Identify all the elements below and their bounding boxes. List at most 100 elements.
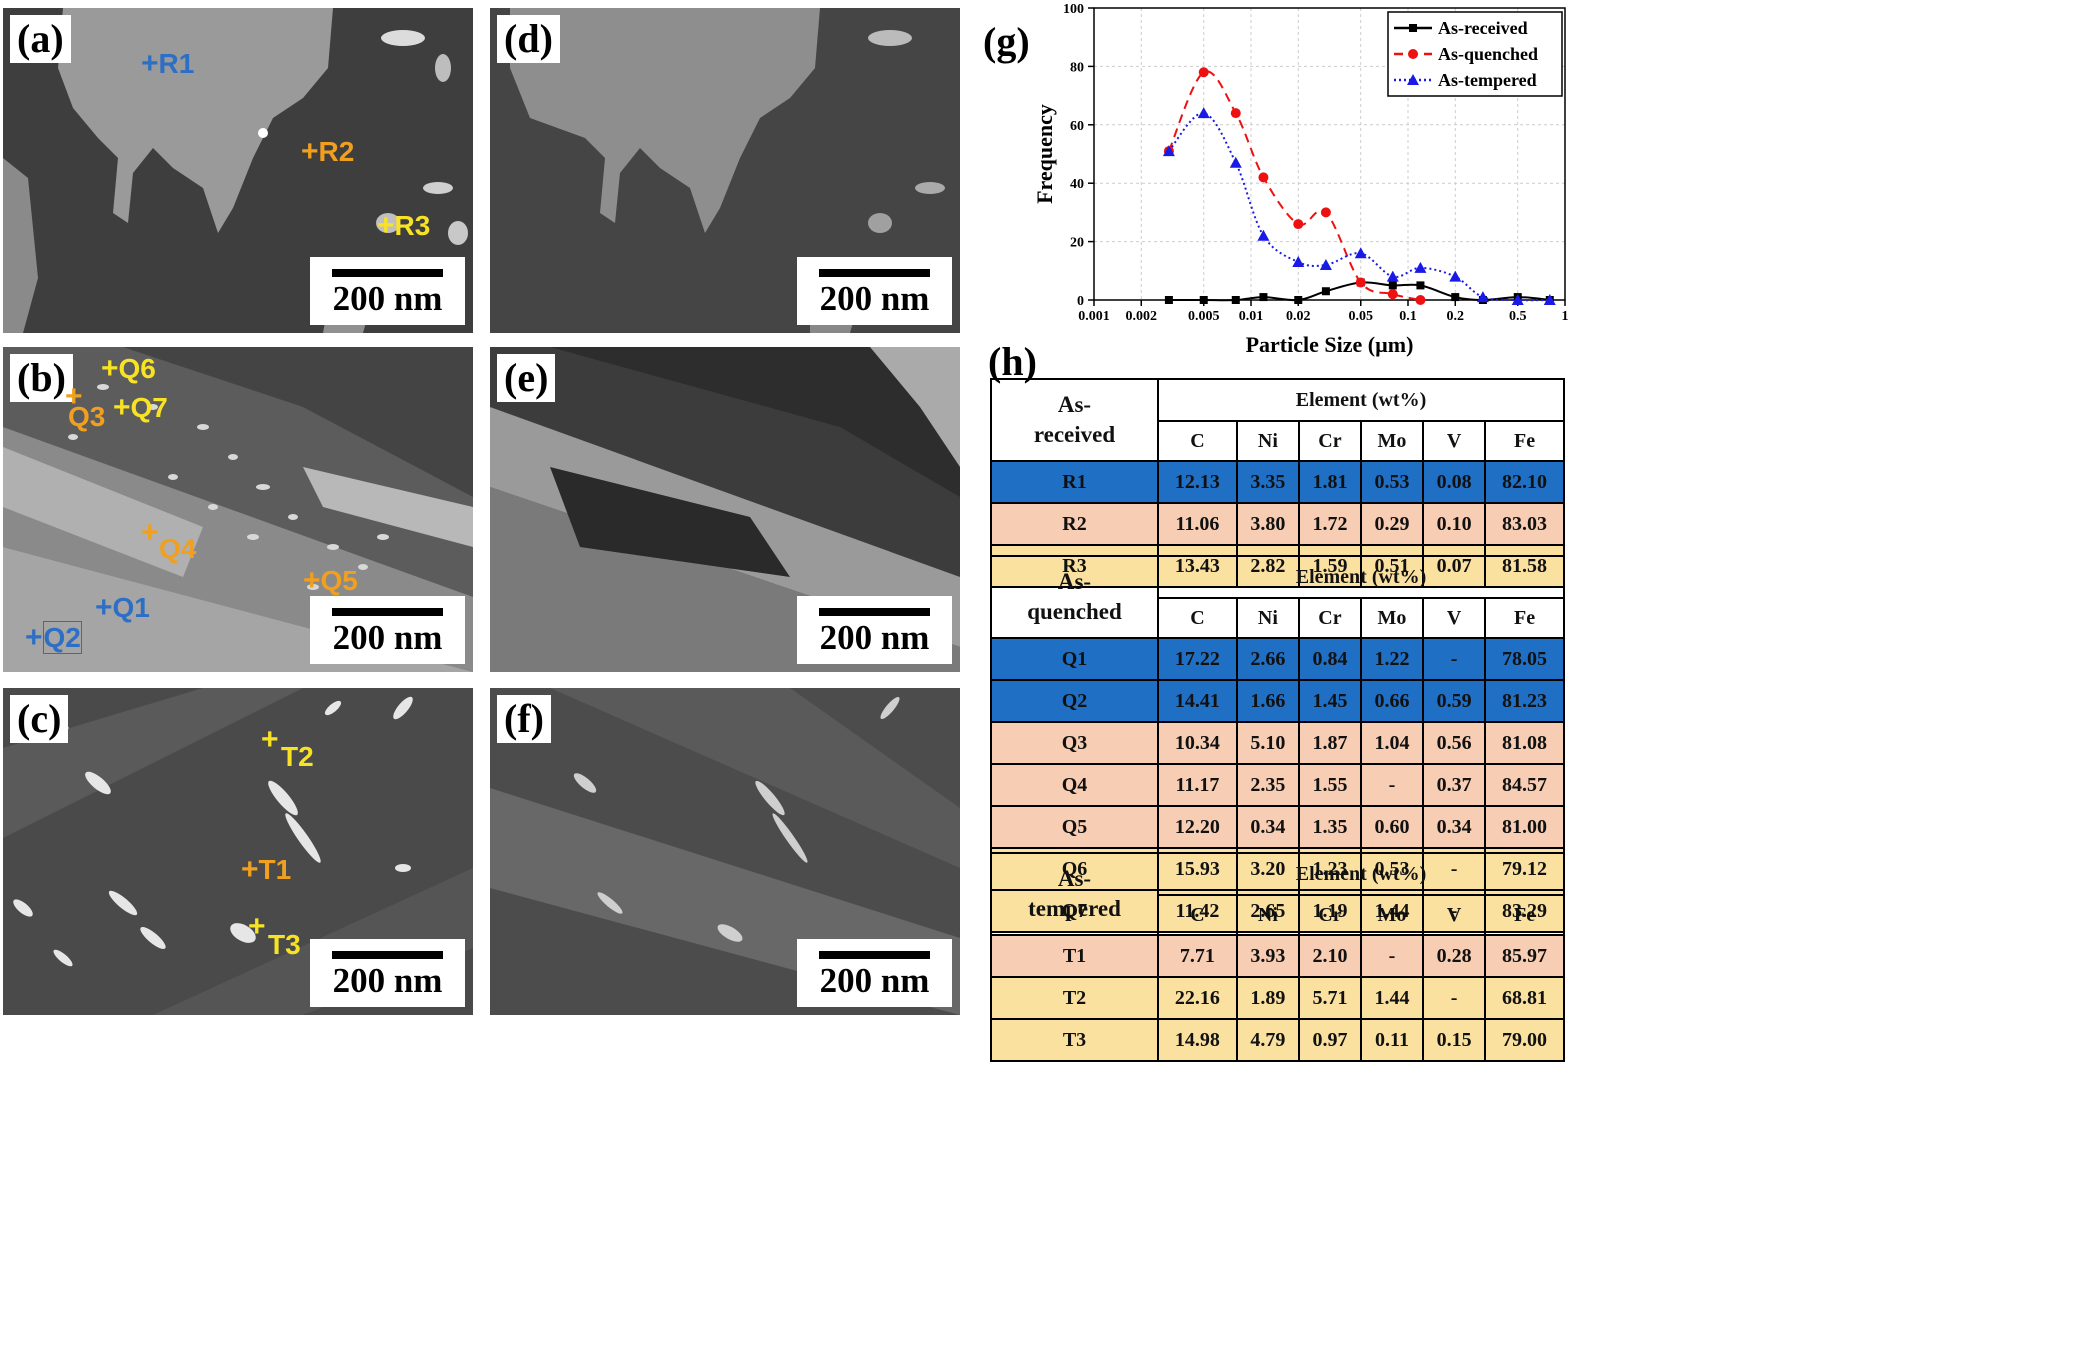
table-cell: 2.10 <box>1297 934 1362 978</box>
group-label: As-quenched <box>990 555 1159 639</box>
table-cell: 0.15 <box>1422 1018 1487 1062</box>
table-cell: - <box>1359 934 1425 978</box>
data-point <box>1355 277 1366 288</box>
scale-bar: 200 nm <box>797 939 952 1007</box>
legend-marker <box>1407 74 1419 85</box>
chart-panel-label: (g) <box>983 19 1030 64</box>
table-cell: 81.00 <box>1484 805 1565 849</box>
table-cell: 0.28 <box>1422 934 1487 978</box>
data-point <box>1416 281 1425 290</box>
row-id: T3 <box>990 1018 1159 1062</box>
column-header: V <box>1422 597 1487 639</box>
table-cell: 11.17 <box>1157 763 1238 807</box>
table-cell: 0.11 <box>1359 1018 1425 1062</box>
legend-label: As-quenched <box>1438 44 1538 64</box>
panel-label: (c) <box>10 695 69 743</box>
table-cell: 0.08 <box>1422 460 1487 504</box>
data-point <box>1415 295 1426 305</box>
column-header: C <box>1157 597 1238 639</box>
table-cell: 1.89 <box>1235 976 1300 1020</box>
sem-image-f <box>490 688 960 1015</box>
element-header: Element (wt%) <box>1157 555 1565 599</box>
table-row: Q4 11.17 2.35 1.55-0.37 84.57 <box>990 763 1565 807</box>
data-point <box>1257 229 1270 241</box>
column-header: Mo <box>1359 597 1425 639</box>
data-point <box>1321 287 1330 296</box>
column-header: V <box>1422 894 1487 936</box>
row-id: Q2 <box>990 679 1159 723</box>
table-cell: 0.60 <box>1359 805 1425 849</box>
column-header: Fe <box>1484 597 1565 639</box>
column-header: Mo <box>1359 420 1425 462</box>
element-header: Element (wt%) <box>1157 378 1565 422</box>
chart-series <box>1162 67 1556 305</box>
sem-panel-f: (f) 200 nm <box>490 688 960 1015</box>
column-header: V <box>1422 420 1487 462</box>
column-header: Cr <box>1297 894 1362 936</box>
data-point <box>1414 261 1427 273</box>
table-cell: 68.81 <box>1484 976 1565 1020</box>
data-point <box>1476 291 1489 303</box>
x-tick-label: 0.01 <box>1239 309 1264 324</box>
table-cell: 1.22 <box>1359 637 1425 681</box>
scale-bar: 200 nm <box>310 939 465 1007</box>
table-row: R2 11.06 3.80 1.72 0.29 0.10 83.03 <box>990 502 1565 546</box>
table-cell: 2.66 <box>1235 637 1300 681</box>
table-cell: 17.22 <box>1157 637 1238 681</box>
table-cell: 2.35 <box>1235 763 1300 807</box>
data-point <box>1164 296 1173 304</box>
x-tick-label: 0.05 <box>1348 309 1373 324</box>
x-tick-label: 1 <box>1562 309 1569 324</box>
table-cell: 1.72 <box>1297 502 1362 546</box>
column-header: Ni <box>1235 894 1300 936</box>
x-tick-label: 0.02 <box>1286 309 1311 324</box>
column-header: Cr <box>1297 597 1362 639</box>
x-tick-label: 0.2 <box>1447 309 1465 324</box>
marker-T2-label: T2 <box>281 741 314 772</box>
series-as-tempered <box>1162 107 1556 305</box>
data-point <box>1258 172 1269 183</box>
table-cell: 0.37 <box>1422 763 1487 807</box>
table-row: Q5 12.20 0.34 1.35 0.60 0.34 81.00 <box>990 805 1565 849</box>
table-cell: - <box>1422 637 1487 681</box>
row-id: Q5 <box>990 805 1159 849</box>
data-point <box>1543 294 1556 305</box>
data-point <box>1229 156 1242 168</box>
table-cell: 78.05 <box>1484 637 1565 681</box>
table-cell: 1.87 <box>1297 721 1362 765</box>
table-cell: 85.97 <box>1484 934 1565 978</box>
marker-T3-label: T3 <box>268 929 301 960</box>
scale-bar: 200 nm <box>797 257 952 325</box>
table-cell: 3.35 <box>1235 460 1300 504</box>
x-tick-label: 0.001 <box>1078 309 1110 324</box>
sem-panel-b: (b) 200 nm +Q6 + Q3 +Q7 + Q4 +Q5 +Q1 +Q2 <box>3 347 473 672</box>
table-cell: 1.55 <box>1297 763 1362 807</box>
marker-Q7: +Q7 <box>113 391 168 424</box>
table-cell: 7.71 <box>1157 934 1238 978</box>
data-point <box>1293 219 1304 230</box>
table-cell: 81.23 <box>1484 679 1565 723</box>
table-row: T3 14.98 4.79 0.97 0.11 0.15 79.00 <box>990 1018 1565 1062</box>
legend-label: As-tempered <box>1438 70 1537 90</box>
y-tick-label: 100 <box>1063 2 1084 17</box>
table-cell: 1.45 <box>1297 679 1362 723</box>
panel-label: (e) <box>497 354 556 402</box>
data-point <box>1162 145 1175 157</box>
data-point <box>1292 256 1305 268</box>
table-cell: 14.41 <box>1157 679 1238 723</box>
data-point <box>1319 258 1332 270</box>
table-cell: 1.81 <box>1297 460 1362 504</box>
series-as-quenched <box>1163 67 1426 305</box>
marker-T2: + <box>261 723 279 756</box>
table-cell: 0.34 <box>1235 805 1300 849</box>
marker-Q4-label: Q4 <box>159 533 197 564</box>
series-line <box>1168 112 1550 302</box>
table-cell: 0.97 <box>1297 1018 1362 1062</box>
row-id: Q4 <box>990 763 1159 807</box>
marker-T3: + <box>248 910 266 943</box>
data-point <box>1197 107 1210 119</box>
x-tick-label: 0.002 <box>1126 309 1158 324</box>
data-point <box>1320 207 1331 218</box>
table-cell: 3.80 <box>1235 502 1300 546</box>
table-cell: 81.08 <box>1484 721 1565 765</box>
